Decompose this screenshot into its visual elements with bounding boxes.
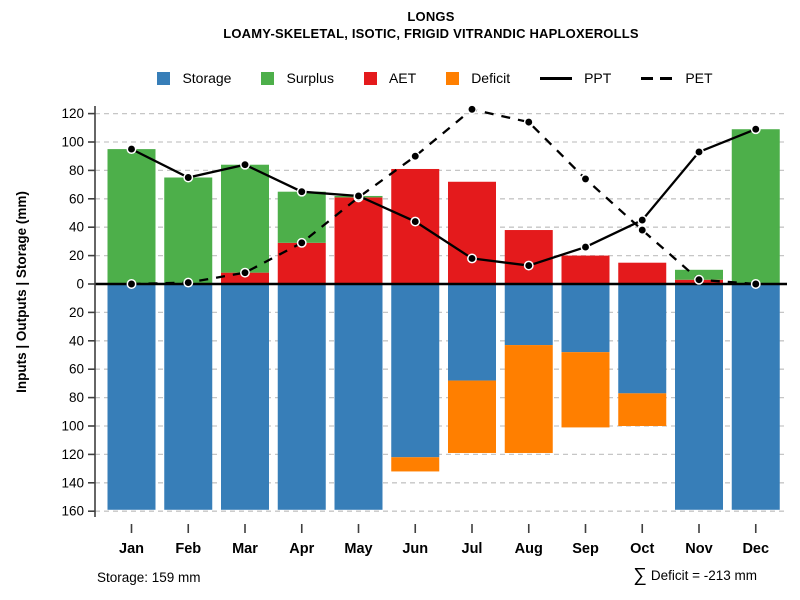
legend-item-aet: AET — [363, 70, 417, 86]
svg-text:60: 60 — [69, 362, 84, 377]
svg-text:20: 20 — [69, 305, 84, 320]
ppt-line — [130, 128, 757, 267]
deficit-bars — [391, 345, 667, 472]
svg-text:40: 40 — [69, 220, 84, 235]
legend-label-surplus: Surplus — [286, 70, 334, 86]
svg-text:May: May — [344, 541, 372, 557]
svg-text:Jul: Jul — [462, 541, 483, 557]
ppt-solid-line-icon — [540, 76, 573, 80]
sum-deficit-text: Deficit = -213 mm — [650, 568, 757, 583]
svg-text:Mar: Mar — [232, 541, 258, 557]
deficit-swatch-icon — [446, 71, 460, 85]
chart-title-block: LONGS LOAMY-SKELETAL, ISOTIC, FRIGID VIT… — [62, 8, 800, 42]
legend-item-deficit: Deficit — [446, 70, 510, 86]
legend-item-pet: PET — [641, 70, 713, 86]
aet-swatch-icon — [363, 71, 377, 85]
svg-text:Feb: Feb — [175, 541, 201, 557]
legend-item-surplus: Surplus — [261, 70, 334, 86]
pet-line — [131, 108, 756, 286]
svg-text:120: 120 — [61, 447, 84, 462]
svg-text:160: 160 — [61, 504, 84, 519]
chart-subtitle: LOAMY-SKELETAL, ISOTIC, FRIGID VITRANDIC… — [223, 26, 639, 41]
svg-text:Oct: Oct — [630, 541, 654, 557]
sigma-icon: ∑ — [633, 565, 647, 586]
svg-text:100: 100 — [61, 419, 84, 434]
sum-deficit-note: ∑ Deficit = -213 mm — [633, 564, 757, 586]
chart-title: LONGS — [407, 9, 455, 24]
svg-text:100: 100 — [61, 135, 84, 150]
storage-swatch-icon — [157, 71, 171, 85]
svg-text:80: 80 — [69, 163, 84, 178]
surplus-bars — [107, 129, 780, 284]
svg-text:Dec: Dec — [742, 541, 769, 557]
svg-text:Aug: Aug — [515, 541, 543, 557]
svg-text:Sep: Sep — [572, 541, 599, 557]
legend-item-storage: Storage — [157, 70, 231, 86]
legend-item-ppt: PPT — [540, 70, 611, 86]
legend-label-deficit: Deficit — [471, 70, 511, 86]
x-axis: Jan Feb Mar Apr May Jun Jul Aug Sep Oct Nov Dec — [119, 524, 769, 557]
svg-text:40: 40 — [69, 333, 84, 348]
y-axis-title: Inputs | Outputs | Storage (mm) — [14, 191, 29, 393]
svg-text:140: 140 — [61, 475, 84, 490]
legend-label-aet: AET — [388, 70, 417, 86]
svg-text:80: 80 — [69, 390, 84, 405]
svg-text:Jun: Jun — [402, 541, 428, 557]
pet-dashed-line-icon — [641, 76, 673, 80]
legend-label-storage: Storage — [182, 70, 232, 86]
svg-text:Jan: Jan — [119, 541, 144, 557]
svg-text:Nov: Nov — [685, 541, 712, 557]
svg-text:20: 20 — [69, 248, 84, 263]
line-markers — [126, 104, 761, 289]
storage-capacity-note: Storage: 159 mm — [97, 570, 201, 585]
svg-text:Apr: Apr — [289, 541, 314, 557]
y-axis: 0 20 40 60 80 100 120 20 40 60 80 100 120 140 160 — [61, 106, 96, 519]
chart-legend: Storage Surplus AET Deficit PPT PET — [70, 66, 800, 90]
svg-text:60: 60 — [69, 191, 84, 206]
legend-label-ppt: PPT — [584, 70, 612, 86]
legend-label-pet: PET — [685, 70, 713, 86]
svg-text:0: 0 — [76, 277, 84, 292]
svg-text:120: 120 — [61, 106, 84, 121]
surplus-swatch-icon — [261, 71, 275, 85]
storage-bars — [107, 284, 780, 510]
